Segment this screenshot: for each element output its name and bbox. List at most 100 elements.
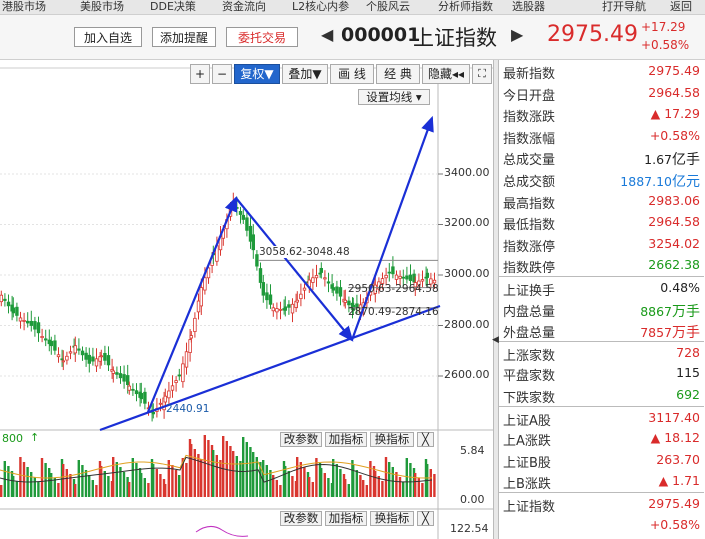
fuquan-dropdown[interactable]: 复权▼ — [234, 64, 280, 84]
volume-bar — [308, 477, 311, 497]
menu-dde[interactable]: DDE决策 — [150, 0, 196, 13]
candle-body — [151, 411, 155, 415]
hide-button[interactable]: 隐藏◂◂ — [422, 64, 470, 84]
candle-body — [33, 321, 37, 330]
volume-bar — [291, 476, 294, 497]
candle-body — [326, 281, 331, 284]
quote-number: 8867 — [640, 303, 672, 319]
entrust-trade-button[interactable]: 委托交易 — [226, 27, 298, 47]
add-indicator-button-2[interactable]: 加指标 — [325, 511, 367, 526]
candle-body — [314, 275, 319, 279]
quote-label: 最高指数 — [503, 196, 556, 212]
menu-hk-market[interactable]: 港股市场 — [2, 0, 46, 13]
volume-bar — [235, 456, 238, 497]
add-indicator-button[interactable]: 加指标 — [325, 432, 367, 447]
next-stock-icon[interactable]: ▶ — [511, 25, 524, 44]
volume-bar — [88, 475, 91, 497]
menu-us-market[interactable]: 美股市场 — [80, 0, 124, 13]
volume-bar — [84, 470, 88, 497]
volume-bar — [69, 474, 72, 497]
zoom-out-button[interactable]: − — [212, 64, 232, 84]
quote-value: +0.58% — [650, 128, 700, 143]
quote-label: 外盘总量 — [503, 326, 556, 342]
candle-body — [387, 271, 391, 274]
add-alert-button[interactable]: 添加提醒 — [152, 27, 216, 47]
menu-fund-flow[interactable]: 资金流向 — [222, 0, 266, 13]
candle-body — [417, 280, 421, 286]
candle-body — [283, 306, 287, 311]
range-annotation: 2870.49-2874.16 — [348, 306, 439, 318]
volume-bar — [215, 455, 218, 497]
quote-value: 263.70 — [656, 452, 700, 467]
volume-bar — [315, 458, 318, 497]
classic-button[interactable]: 经 典 — [376, 64, 420, 84]
quote-number: 2975.49 — [648, 496, 700, 511]
draw-line-button[interactable]: 画 线 — [330, 64, 374, 84]
menu-l2-insider[interactable]: L2核心内参 — [292, 0, 350, 13]
quote-value: 0.48% — [660, 280, 700, 295]
overlay-dropdown[interactable]: 叠加▼ — [282, 64, 328, 84]
volume-bar — [62, 464, 65, 497]
close-indicator-button[interactable]: ╳ — [417, 432, 434, 447]
candle-body — [302, 287, 307, 291]
candle-body — [398, 275, 402, 279]
volume-bar — [377, 476, 380, 497]
quote-row: 最低指数 2964.58 — [499, 211, 704, 233]
add-watchlist-button[interactable]: 加入自选 — [74, 27, 142, 47]
candle-body — [167, 390, 171, 399]
quote-row: 今日开盘 2964.58 — [499, 82, 704, 104]
volume-bar — [311, 482, 314, 497]
ma-settings-dropdown[interactable]: 设置均线 ▾ — [358, 89, 430, 105]
volume-ma-line — [0, 454, 433, 479]
candle-body — [87, 354, 91, 364]
volume-bar — [178, 475, 181, 497]
volume-bar — [81, 465, 84, 497]
chart-area[interactable] — [0, 60, 493, 539]
close-indicator-button-2[interactable]: ╳ — [417, 511, 434, 526]
volume-bar — [103, 471, 106, 497]
fullscreen-icon[interactable]: ⛶ — [472, 64, 492, 84]
volume-bar — [359, 475, 362, 497]
quote-number: 3117.40 — [648, 409, 700, 425]
switch-indicator-button-2[interactable]: 换指标 — [370, 511, 414, 526]
prev-stock-icon[interactable]: ◀ — [321, 25, 334, 44]
quote-label: 指数跌停 — [503, 261, 556, 277]
change-params-button[interactable]: 改参数 — [280, 432, 322, 447]
volume-tick-label: 5.84 — [460, 444, 485, 457]
menu-open-nav[interactable]: 打开导航 — [602, 0, 646, 13]
candle-body — [275, 308, 279, 313]
volume-bar — [335, 464, 338, 497]
volume-bar — [57, 483, 60, 497]
volume-bar — [296, 457, 299, 497]
quote-label: 上证指数 — [503, 500, 556, 515]
candle-body — [248, 225, 253, 242]
volume-ma-line — [0, 456, 433, 483]
volume-bar — [355, 470, 358, 497]
candle-body — [278, 308, 283, 311]
panel-divider[interactable] — [493, 60, 499, 539]
candle-body — [238, 210, 243, 215]
candle-body — [413, 282, 417, 288]
candle-body — [99, 355, 103, 358]
zoom-in-button[interactable]: + — [190, 64, 210, 84]
quote-label: 内盘总量 — [503, 304, 556, 320]
candle-body — [77, 348, 81, 351]
candle-body — [61, 360, 65, 363]
candle-body — [203, 277, 207, 291]
volume-bar — [135, 463, 138, 497]
change-params-button-2[interactable]: 改参数 — [280, 511, 322, 526]
low-annotation: 2440.91 — [166, 403, 210, 415]
kline-chart[interactable] — [0, 60, 493, 539]
candle-body — [394, 274, 399, 280]
volume-bar — [249, 447, 252, 497]
menu-stock-picker[interactable]: 选股器 — [512, 0, 545, 13]
menu-back[interactable]: 返回 — [670, 0, 692, 13]
menu-stock-news[interactable]: 个股风云 — [366, 0, 410, 13]
candle-body — [338, 287, 343, 297]
quote-value: ▲ 1.71 — [659, 473, 700, 488]
collapse-handle-icon[interactable]: ◀ — [492, 335, 499, 345]
menu-analyst-index[interactable]: 分析师指数 — [438, 0, 493, 13]
y-tick-label: 3000.00 — [444, 267, 490, 280]
volume-bar — [402, 482, 405, 497]
switch-indicator-button[interactable]: 换指标 — [370, 432, 414, 447]
